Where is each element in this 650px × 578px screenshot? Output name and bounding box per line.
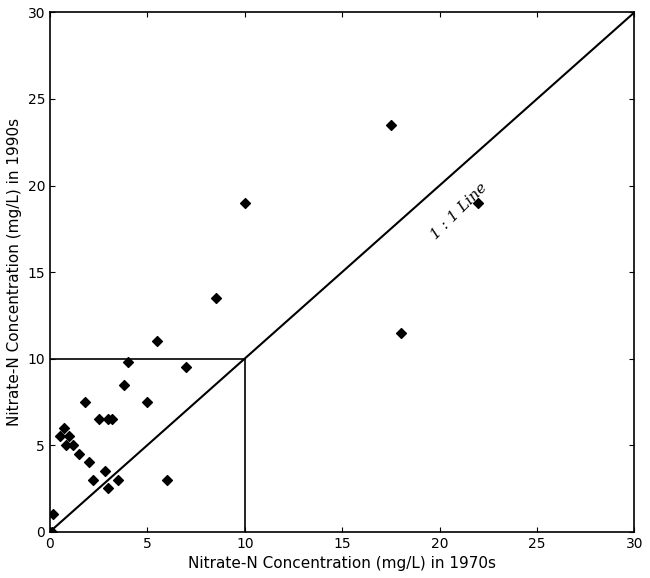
- Point: [395, 328, 406, 337]
- Point: [99, 466, 110, 476]
- Point: [107, 414, 118, 424]
- X-axis label: Nitrate-N Concentration (mg/L) in 1970s: Nitrate-N Concentration (mg/L) in 1970s: [188, 556, 496, 571]
- Point: [45, 527, 55, 536]
- Point: [47, 527, 57, 536]
- Point: [113, 475, 124, 484]
- Point: [385, 120, 396, 129]
- Point: [142, 397, 153, 406]
- Point: [211, 294, 221, 303]
- Point: [103, 484, 114, 493]
- Point: [47, 510, 58, 519]
- Point: [58, 423, 69, 432]
- Point: [473, 198, 484, 208]
- Point: [119, 380, 129, 389]
- Point: [84, 458, 94, 467]
- Point: [68, 440, 79, 450]
- Point: [55, 432, 65, 441]
- Point: [162, 475, 172, 484]
- Text: 1 : 1 Line: 1 : 1 Line: [428, 181, 490, 242]
- Point: [80, 397, 90, 406]
- Point: [152, 336, 162, 346]
- Point: [94, 414, 104, 424]
- Y-axis label: Nitrate-N Concentration (mg/L) in 1990s: Nitrate-N Concentration (mg/L) in 1990s: [7, 118, 22, 426]
- Point: [74, 449, 85, 458]
- Point: [88, 475, 98, 484]
- Point: [64, 432, 75, 441]
- Point: [60, 440, 71, 450]
- Point: [103, 414, 114, 424]
- Point: [123, 357, 133, 366]
- Point: [240, 198, 250, 208]
- Point: [181, 362, 192, 372]
